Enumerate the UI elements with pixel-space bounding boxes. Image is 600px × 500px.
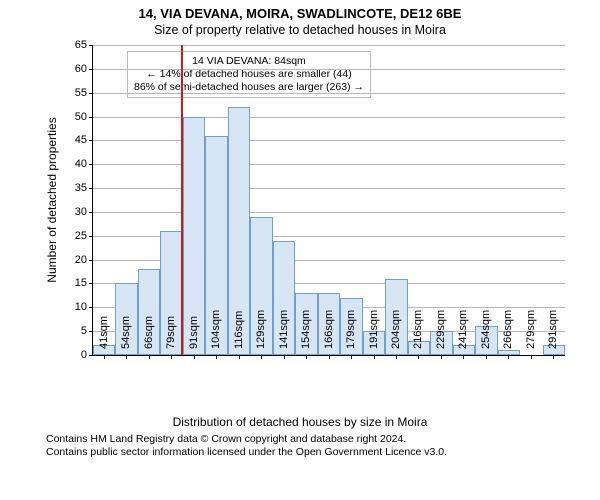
y-tick-mark — [89, 117, 93, 118]
x-tick-mark — [216, 355, 217, 359]
x-tick-mark — [126, 355, 127, 359]
y-tick-mark — [89, 331, 93, 332]
x-tick-mark — [149, 355, 150, 359]
y-tick-label: 25 — [75, 230, 87, 242]
y-tick-label: 5 — [81, 325, 87, 337]
y-tick-mark — [89, 69, 93, 70]
x-tick-mark — [194, 355, 195, 359]
y-tick-mark — [89, 307, 93, 308]
x-tick-label: 91sqm — [188, 316, 200, 355]
x-axis-label: Distribution of detached houses by size … — [0, 415, 600, 429]
plot-area: 14 VIA DEVANA: 84sqm ← 14% of detached h… — [92, 45, 565, 356]
y-tick-mark — [89, 93, 93, 94]
y-tick-mark — [89, 45, 93, 46]
gridline — [93, 45, 565, 46]
y-tick-label: 0 — [81, 349, 87, 361]
x-tick-mark — [374, 355, 375, 359]
x-tick-mark — [396, 355, 397, 359]
annotation-line2: ← 14% of detached houses are smaller (44… — [134, 68, 364, 81]
x-tick-mark — [508, 355, 509, 359]
x-tick-mark — [261, 355, 262, 359]
gridline — [93, 212, 565, 213]
x-tick-mark — [329, 355, 330, 359]
x-tick-mark — [104, 355, 105, 359]
x-tick-mark — [486, 355, 487, 359]
y-tick-label: 60 — [75, 63, 87, 75]
x-tick-label: 216sqm — [412, 310, 424, 355]
y-tick-mark — [89, 236, 93, 237]
x-tick-mark — [441, 355, 442, 359]
gridline — [93, 93, 565, 94]
gridline — [93, 140, 565, 141]
x-tick-label: 229sqm — [435, 310, 447, 355]
footer-line1: Contains HM Land Registry data © Crown c… — [46, 433, 590, 446]
x-tick-mark — [351, 355, 352, 359]
y-tick-label: 65 — [75, 39, 87, 51]
y-tick-label: 50 — [75, 111, 87, 123]
y-tick-label: 10 — [75, 301, 87, 313]
footer-attribution: Contains HM Land Registry data © Crown c… — [0, 429, 600, 459]
x-tick-mark — [531, 355, 532, 359]
x-tick-label: 291sqm — [547, 310, 559, 355]
reference-line — [181, 45, 183, 355]
x-tick-label: 54sqm — [120, 316, 132, 355]
x-tick-label: 279sqm — [525, 310, 537, 355]
x-tick-label: 154sqm — [300, 310, 312, 355]
x-tick-label: 179sqm — [345, 310, 357, 355]
x-tick-mark — [284, 355, 285, 359]
y-tick-mark — [89, 164, 93, 165]
y-tick-mark — [89, 212, 93, 213]
x-tick-label: 166sqm — [323, 310, 335, 355]
x-tick-label: 204sqm — [390, 310, 402, 355]
x-tick-mark — [418, 355, 419, 359]
footer-line2: Contains public sector information licen… — [46, 446, 590, 459]
gridline — [93, 188, 565, 189]
x-tick-mark — [463, 355, 464, 359]
y-tick-label: 15 — [75, 277, 87, 289]
page-title-address: 14, VIA DEVANA, MOIRA, SWADLINCOTE, DE12… — [0, 0, 600, 21]
x-tick-label: 129sqm — [255, 310, 267, 355]
y-tick-mark — [89, 260, 93, 261]
gridline — [93, 117, 565, 118]
y-tick-label: 45 — [75, 134, 87, 146]
y-tick-label: 55 — [75, 87, 87, 99]
y-tick-mark — [89, 140, 93, 141]
x-tick-label: 104sqm — [210, 310, 222, 355]
x-tick-label: 266sqm — [502, 310, 514, 355]
x-tick-label: 141sqm — [278, 310, 290, 355]
x-tick-mark — [553, 355, 554, 359]
gridline — [93, 69, 565, 70]
x-tick-mark — [171, 355, 172, 359]
y-tick-mark — [89, 355, 93, 356]
x-tick-label: 116sqm — [233, 311, 245, 355]
y-tick-label: 40 — [75, 158, 87, 170]
x-tick-mark — [306, 355, 307, 359]
annotation-box: 14 VIA DEVANA: 84sqm ← 14% of detached h… — [127, 51, 371, 98]
x-tick-label: 191sqm — [368, 310, 380, 355]
y-tick-label: 35 — [75, 182, 87, 194]
y-tick-label: 30 — [75, 206, 87, 218]
x-tick-label: 79sqm — [165, 316, 177, 355]
x-tick-label: 66sqm — [143, 316, 155, 355]
annotation-line1: 14 VIA DEVANA: 84sqm — [134, 55, 364, 68]
histogram-chart: 14 VIA DEVANA: 84sqm ← 14% of detached h… — [20, 41, 580, 411]
gridline — [93, 164, 565, 165]
y-axis-label: Number of detached properties — [45, 117, 59, 282]
x-tick-label: 241sqm — [457, 310, 469, 355]
y-tick-mark — [89, 283, 93, 284]
y-tick-label: 20 — [75, 254, 87, 266]
page-title-subtitle: Size of property relative to detached ho… — [0, 21, 600, 37]
x-tick-mark — [239, 355, 240, 359]
y-tick-mark — [89, 188, 93, 189]
x-tick-label: 41sqm — [98, 316, 110, 355]
x-tick-label: 254sqm — [480, 310, 492, 355]
